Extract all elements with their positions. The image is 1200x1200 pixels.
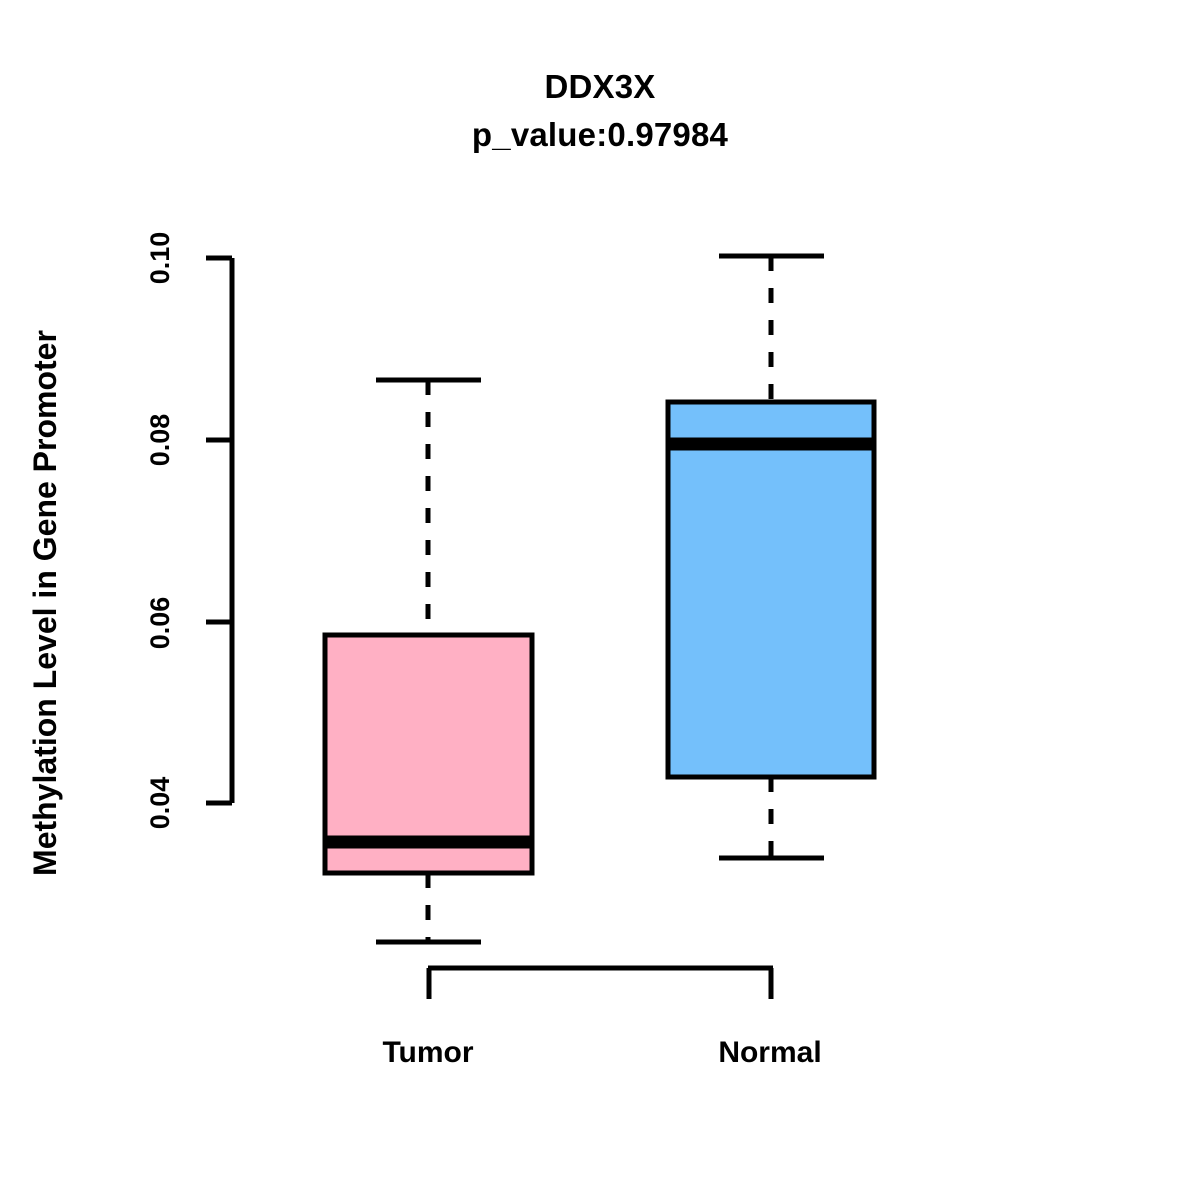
- box-rect-normal: [665, 399, 877, 780]
- x-tick-label-normal: Normal: [718, 1036, 822, 1069]
- chart-subtitle: p_value:0.97984: [471, 116, 729, 153]
- x-axis: [426, 965, 774, 999]
- box-tumor: [322, 377, 535, 945]
- box-normal: [665, 253, 877, 861]
- box-rect-tumor: [322, 632, 535, 876]
- x-tick-label-tumor: Tumor: [382, 1036, 474, 1069]
- y-axis: [206, 255, 235, 806]
- page-title: DDX3X: [544, 68, 656, 105]
